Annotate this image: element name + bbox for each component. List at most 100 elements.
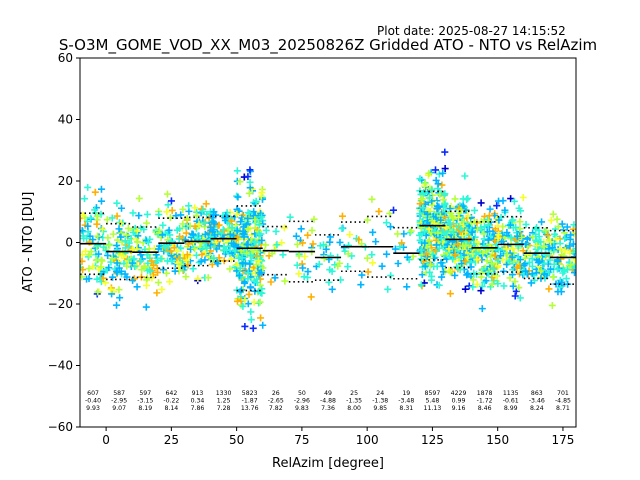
- data-point: [459, 202, 467, 210]
- y-tick-label: 60: [58, 51, 73, 65]
- data-point: [449, 255, 457, 263]
- data-point: [246, 166, 254, 174]
- data-point: [134, 244, 142, 252]
- data-point: [257, 314, 265, 322]
- data-point: [538, 218, 546, 226]
- data-point: [150, 261, 158, 269]
- bin-label: 597: [139, 390, 151, 397]
- data-point: [97, 197, 105, 205]
- data-point: [518, 233, 526, 241]
- data-point: [526, 258, 534, 266]
- data-point: [534, 258, 542, 266]
- data-point: [183, 214, 191, 222]
- data-point: [116, 294, 124, 302]
- data-point: [125, 239, 133, 247]
- data-point: [425, 236, 433, 244]
- data-point: [505, 257, 513, 265]
- data-point: [416, 210, 424, 218]
- data-point: [244, 240, 252, 248]
- data-point: [470, 240, 478, 248]
- data-point: [115, 286, 123, 294]
- data-point: [364, 268, 372, 276]
- data-point: [281, 277, 289, 285]
- data-point: [426, 194, 434, 202]
- data-point: [472, 249, 480, 257]
- data-point: [93, 212, 101, 220]
- data-point: [84, 183, 92, 191]
- data-point: [204, 274, 212, 282]
- data-point: [345, 241, 353, 249]
- bin-label: 7.28: [217, 405, 231, 412]
- data-point: [519, 193, 527, 201]
- data-point: [106, 241, 114, 249]
- data-point: [94, 232, 102, 240]
- data-point: [556, 245, 564, 253]
- data-point: [103, 216, 111, 224]
- data-point: [480, 242, 488, 250]
- data-point: [494, 246, 502, 254]
- data-point: [244, 214, 252, 222]
- data-point: [540, 243, 548, 251]
- data-point: [439, 228, 447, 236]
- data-point: [202, 248, 210, 256]
- data-point: [247, 316, 255, 324]
- bin-label: -1.87: [242, 398, 258, 405]
- data-point: [240, 223, 248, 231]
- data-point: [194, 275, 202, 283]
- data-point: [133, 238, 141, 246]
- data-point: [183, 251, 191, 259]
- data-point: [431, 246, 439, 254]
- data-point: [528, 270, 536, 278]
- x-axis: 0 25 50 75 100 125 150 175: [102, 427, 574, 447]
- data-point: [459, 242, 467, 250]
- data-point: [429, 213, 437, 221]
- bin-label: 9.85: [373, 405, 387, 412]
- data-point: [191, 245, 199, 253]
- data-point: [513, 264, 521, 272]
- data-point: [468, 228, 476, 236]
- data-point: [167, 197, 175, 205]
- data-point: [164, 201, 172, 209]
- bin-label: 587: [113, 390, 125, 397]
- data-point: [241, 322, 249, 330]
- data-point: [383, 219, 391, 227]
- data-point: [457, 225, 465, 233]
- data-point: [387, 272, 395, 280]
- data-point: [185, 202, 193, 210]
- data-point: [561, 247, 569, 255]
- data-point: [97, 210, 105, 218]
- data-point: [558, 220, 566, 228]
- bin-label: -4.88: [320, 398, 336, 405]
- data-point: [477, 287, 485, 295]
- data-point: [457, 253, 465, 261]
- data-point: [469, 250, 477, 258]
- data-point: [421, 239, 429, 247]
- data-point: [464, 221, 472, 229]
- bin-label: 9.07: [112, 405, 126, 412]
- data-point: [143, 219, 151, 227]
- data-point: [251, 216, 259, 224]
- data-point: [522, 220, 530, 228]
- bin-label: 642: [165, 390, 177, 397]
- data-point: [369, 228, 377, 236]
- data-point: [560, 267, 568, 275]
- data-point: [532, 225, 540, 233]
- y-tick-label: −20: [48, 297, 73, 311]
- data-point: [432, 166, 440, 174]
- data-point: [459, 195, 467, 203]
- bin-label: 5.48: [426, 398, 440, 405]
- data-point: [236, 264, 244, 272]
- data-point: [451, 195, 459, 203]
- data-point: [246, 260, 254, 268]
- data-point: [104, 251, 112, 259]
- data-point: [102, 246, 110, 254]
- data-point: [416, 236, 424, 244]
- data-point: [245, 290, 253, 298]
- data-point: [386, 223, 394, 231]
- data-point: [473, 256, 481, 264]
- data-point: [94, 288, 102, 296]
- data-point: [488, 260, 496, 268]
- data-point: [154, 230, 162, 238]
- data-point: [566, 242, 574, 250]
- data-point: [507, 233, 515, 241]
